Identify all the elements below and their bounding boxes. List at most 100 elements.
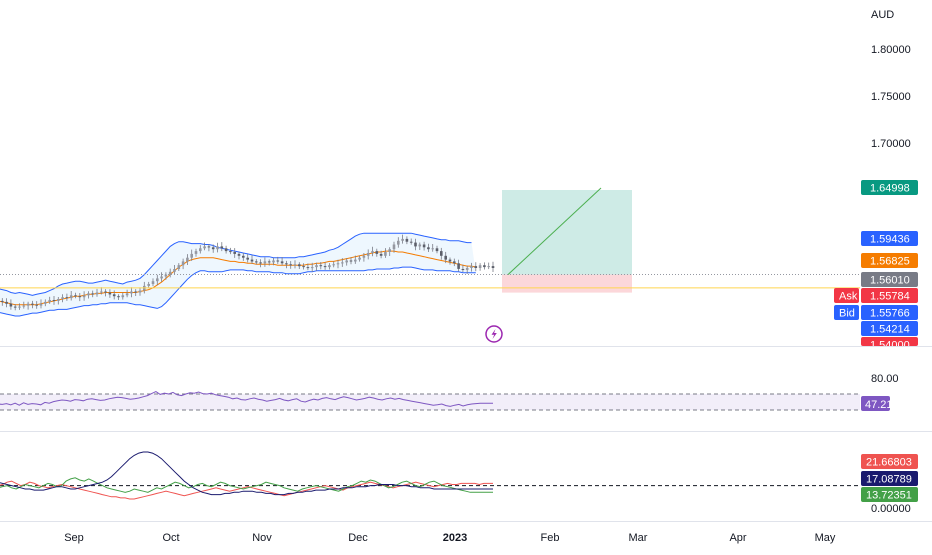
- candle: [61, 294, 64, 303]
- candle: [233, 248, 236, 258]
- price-tick-label: 1.70000: [871, 138, 911, 150]
- time-tick-label: May: [815, 532, 836, 544]
- price-badge-bb-lower: 1.54214: [861, 321, 918, 336]
- candle-body: [125, 293, 129, 296]
- price-badge-bb-upper: 1.59436: [861, 231, 918, 246]
- price-tick-label: 1.80000: [871, 44, 911, 56]
- time-axis[interactable]: Sep Oct Nov Dec 2023 Feb Mar Apr May: [0, 521, 932, 545]
- candle-body: [207, 246, 211, 248]
- candle: [87, 291, 90, 299]
- candle-body: [117, 296, 120, 298]
- candle-body: [48, 300, 51, 302]
- candle: [366, 249, 370, 260]
- overlay-lines: [0, 274, 860, 289]
- candle-body: [478, 265, 482, 268]
- candle-body: [95, 292, 99, 295]
- candle: [358, 255, 361, 262]
- candle: [461, 264, 465, 272]
- price-badge-tag-bg: [834, 305, 859, 320]
- candle-body: [177, 265, 181, 269]
- candle-body: [78, 296, 82, 298]
- candle: [250, 255, 254, 264]
- candle: [414, 238, 417, 251]
- candle-body: [328, 265, 331, 268]
- candle: [280, 257, 284, 266]
- candle-body: [44, 301, 47, 304]
- time-tick-label: Nov: [252, 532, 272, 544]
- candle-body: [259, 262, 262, 264]
- candle-body: [371, 251, 374, 253]
- rsi-band-fill: [0, 394, 860, 410]
- candle: [100, 287, 103, 295]
- price-badge-bg: [861, 272, 918, 287]
- time-tick-label: Feb: [541, 532, 560, 544]
- price-badge-bid: 1.55766 Bid: [834, 305, 918, 320]
- candle: [190, 249, 193, 261]
- dmi-zero-label: 0.00000: [871, 503, 911, 515]
- candle: [35, 301, 38, 309]
- candle-body: [151, 281, 155, 284]
- candle-body: [216, 246, 219, 250]
- candle: [418, 242, 422, 250]
- candle-body: [121, 295, 125, 298]
- candle: [65, 293, 69, 301]
- candle: [444, 251, 447, 264]
- candle-body: [190, 253, 193, 258]
- rsi-line: [0, 391, 493, 407]
- candle-body: [332, 264, 335, 266]
- candle: [220, 242, 224, 252]
- candle-body: [233, 252, 236, 254]
- candle: [130, 287, 133, 298]
- candle-body: [422, 244, 426, 248]
- candle: [242, 253, 245, 261]
- price-badge-label: 1.54214: [870, 324, 910, 336]
- candle-body: [397, 240, 400, 245]
- candle-body: [173, 269, 176, 272]
- candle: [117, 294, 120, 300]
- candle-body: [401, 238, 404, 241]
- candle: [487, 262, 490, 270]
- candle: [453, 258, 456, 267]
- candle: [57, 297, 60, 305]
- lightning-icon[interactable]: [485, 325, 503, 343]
- candle: [125, 289, 129, 298]
- rsi-value-label: 47.21: [865, 399, 893, 411]
- candle: [74, 292, 77, 299]
- long-position-tool[interactable]: [502, 187, 632, 293]
- candle: [345, 258, 348, 266]
- candle: [315, 262, 318, 271]
- position-projection-line: [507, 187, 602, 275]
- candle-body: [349, 260, 353, 262]
- candle: [168, 268, 172, 278]
- candle: [108, 289, 112, 298]
- candle: [332, 261, 335, 268]
- price-badge-label: 1.54000: [870, 340, 910, 352]
- candle-body: [147, 284, 150, 286]
- candle: [375, 248, 379, 257]
- candle: [1, 298, 4, 306]
- candle: [237, 251, 241, 260]
- candle-body: [52, 300, 56, 301]
- candle: [104, 289, 107, 297]
- candle-body: [35, 304, 38, 306]
- time-tick-label: Dec: [348, 532, 368, 544]
- candle: [216, 242, 219, 253]
- candle: [203, 242, 206, 251]
- candle-body: [358, 257, 361, 260]
- candle-body: [220, 246, 224, 249]
- candle: [341, 258, 344, 267]
- time-tick-label: Apr: [729, 532, 746, 544]
- candle: [13, 304, 17, 311]
- candle-body: [470, 266, 473, 268]
- candle-body: [418, 244, 422, 247]
- candle-body: [345, 260, 348, 263]
- candle-body: [138, 290, 142, 293]
- candle: [409, 238, 413, 245]
- price-badge-ask: 1.55784 Ask: [834, 288, 918, 303]
- candle: [336, 259, 340, 269]
- candle-body: [31, 303, 34, 305]
- candle-body: [302, 266, 305, 268]
- price-badge-bg: [861, 321, 918, 336]
